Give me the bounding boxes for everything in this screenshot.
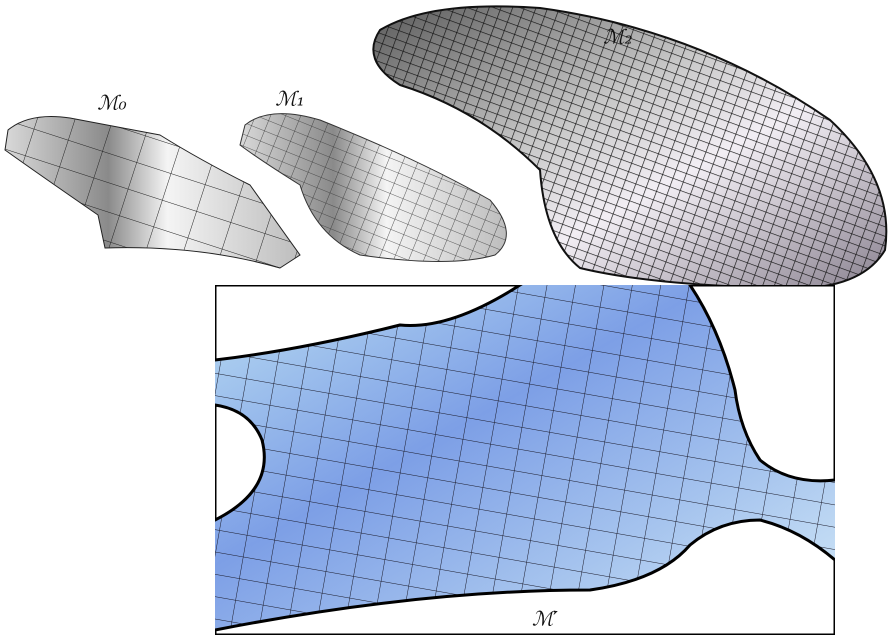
mesh-m0 — [4, 116, 301, 269]
label: ℳ₂ — [603, 25, 632, 49]
mesh-m1 — [239, 113, 507, 262]
label: ℳ₀ — [97, 91, 126, 115]
label: ℳ₁ — [275, 87, 304, 111]
mesh-m-prime — [215, 285, 835, 635]
label: ℳ′ — [532, 607, 558, 631]
